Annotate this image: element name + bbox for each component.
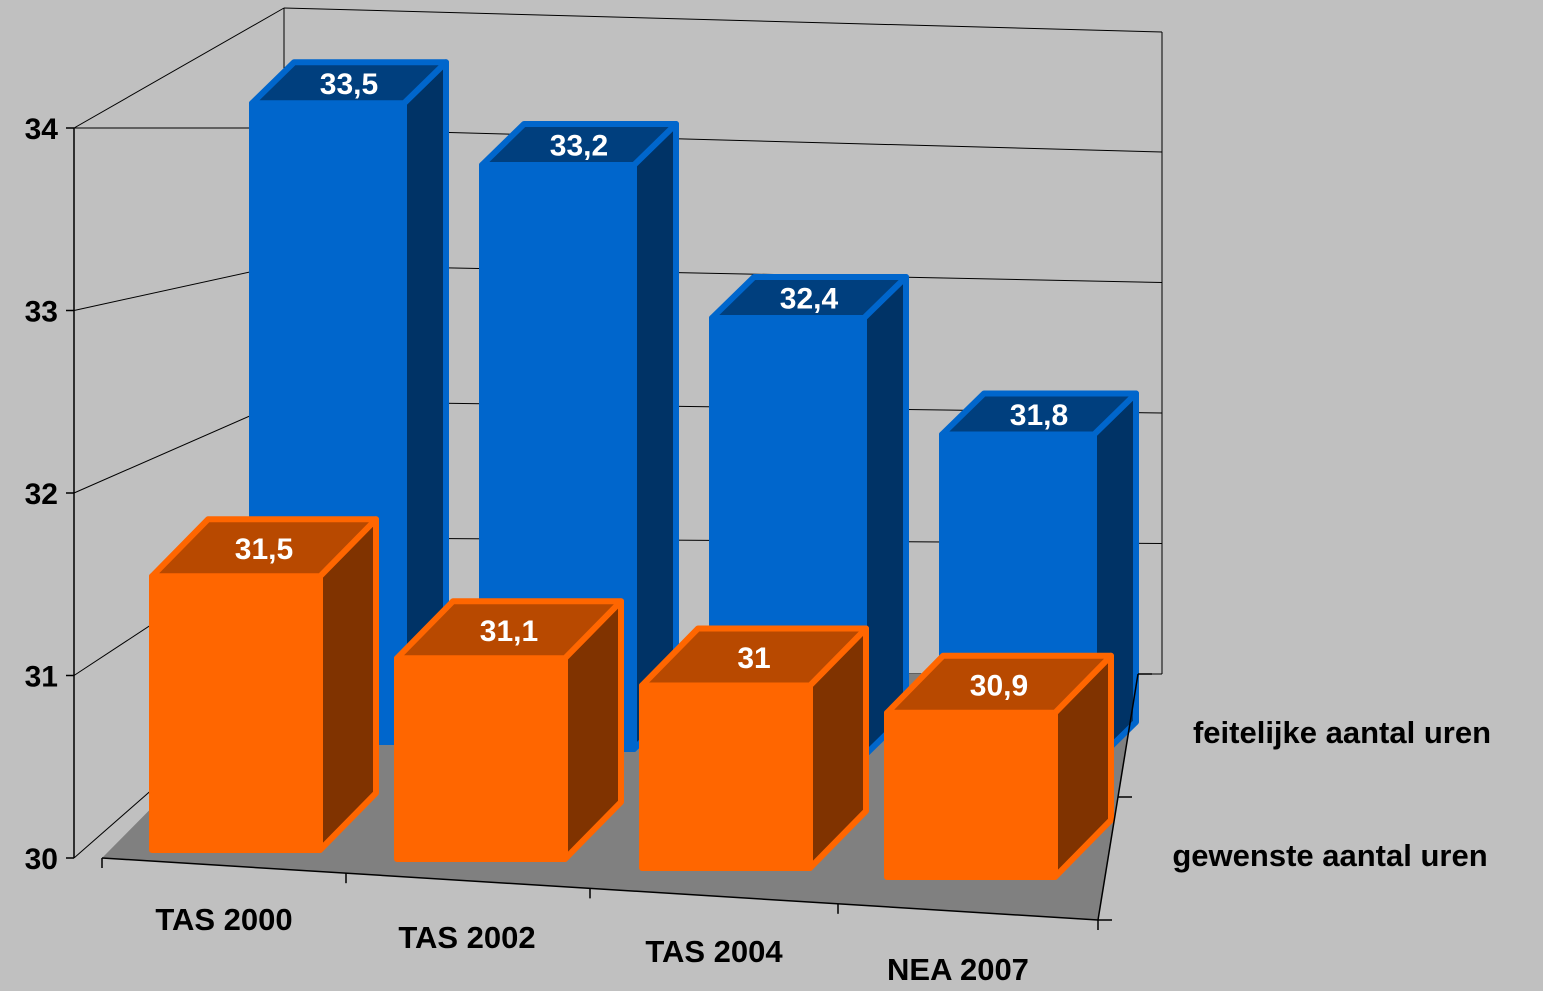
bar-top-face [884, 652, 1114, 716]
bar-gewenste-2: 31,1 [394, 598, 624, 862]
bar-front-face [149, 573, 323, 853]
category-label: NEA 2007 [887, 952, 1029, 987]
bar-front-face [394, 655, 568, 862]
bar-value-label: 30,9 [970, 669, 1028, 702]
bar-gewenste-3: 31 [639, 625, 869, 871]
bar-top-face [149, 516, 379, 580]
bar-value-label: 31,1 [480, 615, 538, 648]
y-tick-label: 33 [25, 296, 58, 329]
side-wall-top-edge [73, 7, 285, 129]
y-tick-label: 32 [25, 478, 58, 511]
bar-top-face [939, 390, 1139, 438]
category-label: TAS 2004 [645, 934, 783, 969]
back-wall-top-edge [283, 7, 1163, 33]
bar-value-label: 33,5 [320, 68, 378, 101]
bar-gewenste-4: 30,9 [884, 652, 1114, 880]
y-tick-label: 30 [25, 843, 58, 876]
bar-top-face [249, 59, 449, 107]
y-tick-label: 31 [25, 661, 58, 694]
series-axis: feitelijke aantal uren gewenste aantal ur… [1097, 673, 1491, 921]
series-label: feitelijke aantal uren [1193, 715, 1491, 750]
bar-top-face [709, 274, 909, 321]
bar-value-label: 32,4 [780, 283, 839, 316]
bar-value-label: 31 [737, 642, 770, 675]
bar-gewenste-1: 31,5 [149, 516, 379, 853]
bar-top-face [639, 625, 869, 689]
category-axis: TAS 2000 TAS 2002 TAS 2004 NEA 2007 [101, 857, 1099, 987]
category-label: TAS 2002 [398, 920, 535, 955]
value-axis-ticks: 30 31 32 33 34 [25, 113, 74, 876]
bar-value-label: 31,5 [235, 533, 293, 566]
bars: 33,5 33,2 32,4 31,8 31,5 31,1 31 30,9 [149, 59, 1139, 880]
bar-front-face [639, 682, 813, 871]
bar-side-face [861, 274, 909, 759]
y-tick-label: 34 [25, 113, 59, 146]
bar-value-label: 33,2 [550, 130, 608, 163]
bar-top-face [479, 121, 679, 168]
bar-front-face [884, 709, 1058, 880]
bar-value-label: 31,8 [1010, 399, 1068, 432]
category-axis-line [101, 857, 1099, 921]
category-label: TAS 2000 [155, 902, 292, 937]
bar-top-face [394, 598, 624, 662]
series-label: gewenste aantal uren [1172, 838, 1487, 873]
